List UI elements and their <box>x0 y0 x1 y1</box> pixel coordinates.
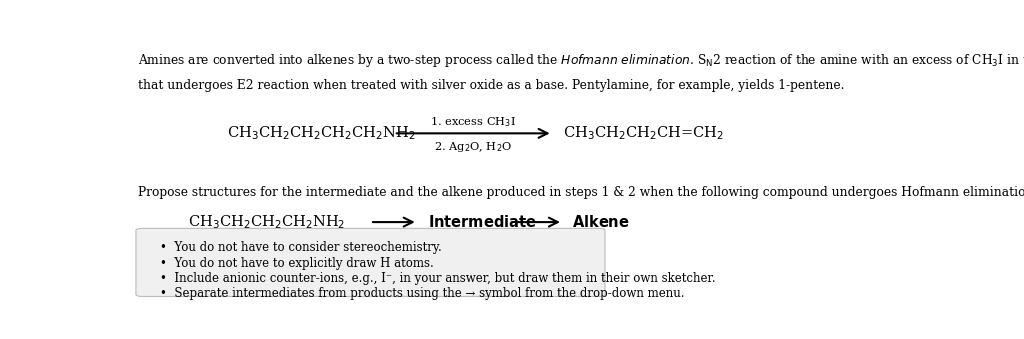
Text: $\mathbf{Alkene}$: $\mathbf{Alkene}$ <box>572 214 630 230</box>
Text: 2. Ag$_2$O, H$_2$O: 2. Ag$_2$O, H$_2$O <box>434 140 512 154</box>
Text: that undergoes E2 reaction when treated with silver oxide as a base. Pentylamine: that undergoes E2 reaction when treated … <box>137 79 844 92</box>
Text: 1. excess CH$_3$I: 1. excess CH$_3$I <box>430 115 516 129</box>
Text: Propose structures for the intermediate and the alkene produced in steps 1 & 2 w: Propose structures for the intermediate … <box>137 185 1024 199</box>
Text: CH$_3$CH$_2$CH$_2$CH=CH$_2$: CH$_3$CH$_2$CH$_2$CH=CH$_2$ <box>563 124 724 142</box>
Text: •  You do not have to explicitly draw H atoms.: • You do not have to explicitly draw H a… <box>160 257 433 270</box>
Text: $\mathbf{Intermediate}$: $\mathbf{Intermediate}$ <box>428 214 537 230</box>
Text: •  You do not have to consider stereochemistry.: • You do not have to consider stereochem… <box>160 241 441 254</box>
Text: Amines are converted into alkenes by a two-step process called the $\it{Hofmann\: Amines are converted into alkenes by a t… <box>137 53 1024 69</box>
Text: CH$_3$CH$_2$CH$_2$CH$_2$CH$_2$NH$_2$: CH$_3$CH$_2$CH$_2$CH$_2$CH$_2$NH$_2$ <box>227 124 416 142</box>
Text: •  Include anionic counter-ions, e.g., I⁻, in your answer, but draw them in thei: • Include anionic counter-ions, e.g., I⁻… <box>160 272 716 285</box>
Text: •  Separate intermediates from products using the → symbol from the drop-down me: • Separate intermediates from products u… <box>160 287 684 300</box>
FancyBboxPatch shape <box>136 228 605 297</box>
Text: CH$_3$CH$_2$CH$_2$CH$_2$NH$_2$: CH$_3$CH$_2$CH$_2$CH$_2$NH$_2$ <box>187 213 345 231</box>
